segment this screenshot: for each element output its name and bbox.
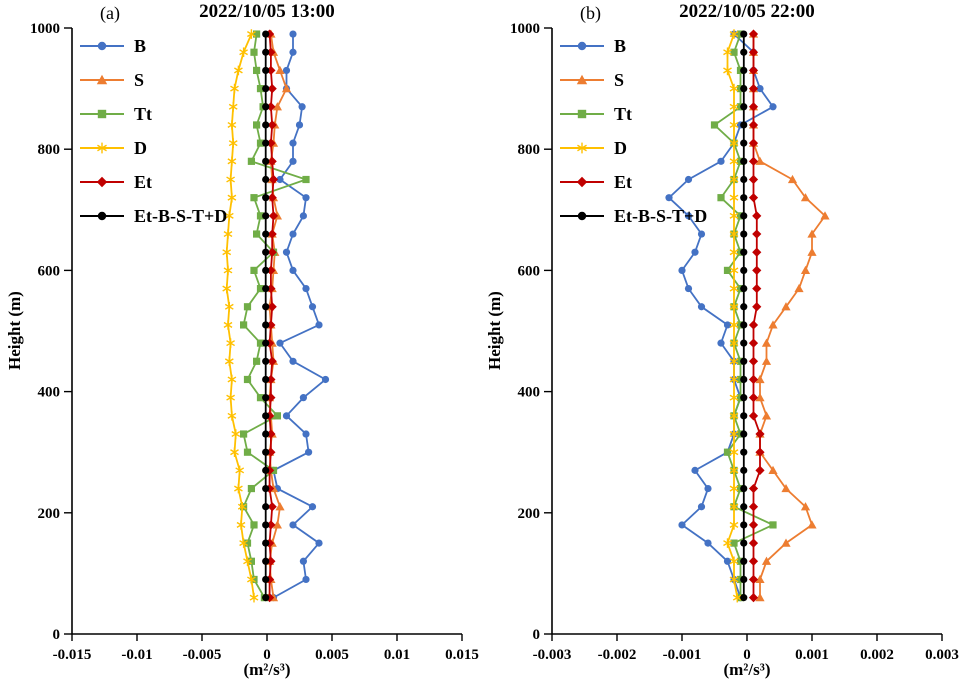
svg-text:-0.002: -0.002 [598,647,637,663]
panel-b-title: 2022/10/05 22:00 [679,1,815,22]
panel-a: (a) 2022/10/05 13:00 Height (m) -0.015 -0… [5,1,479,679]
svg-text:-0.001: -0.001 [663,647,702,663]
series-B [269,30,330,602]
panel-b: (b) 2022/10/05 22:00 Height (m) -0.003 -0… [480,0,960,692]
svg-text:-0.005: -0.005 [183,647,222,663]
svg-text:-0.015: -0.015 [53,647,92,663]
svg-text:800: 800 [38,142,61,158]
panel-a-x-axis-label: (m²/s³) [243,660,291,679]
svg-text:0.005: 0.005 [315,647,349,663]
series-B [665,30,777,602]
legend-label-Et-B-S-T+D: Et-B-S-T+D [614,206,707,226]
panel-a-title: 2022/10/05 13:00 [199,1,335,22]
svg-text:1000: 1000 [510,21,540,37]
svg-text:-0.01: -0.01 [121,647,152,663]
svg-text:200: 200 [518,506,541,522]
panel-b-letter: (b) [580,3,601,23]
svg-text:1000: 1000 [30,21,60,37]
legend-label-D: D [614,138,627,158]
series-S [748,29,830,602]
svg-text:800: 800 [518,142,541,158]
series-Tt [240,30,310,602]
svg-text:600: 600 [518,263,541,279]
series-Et-B-S-T+D [262,30,270,602]
svg-text:0.001: 0.001 [795,647,829,663]
svg-text:0.015: 0.015 [445,647,479,663]
legend-label-B: B [614,36,626,56]
series-Et-B-S-T+D [740,30,748,602]
series-Et [748,29,765,603]
tick-labels: -0.003 -0.002 -0.001 0 0.001 0.002 0.003 0 200 40… [510,21,959,663]
svg-text:0.003: 0.003 [925,647,959,663]
svg-text:600: 600 [38,263,61,279]
legend-label-Et: Et [134,172,152,192]
legend: BS Tt D Et Et-B-S-T+D [560,36,707,226]
panel-b-chart: -0.003 -0.002 -0.001 0 0.001 0.002 0.003 0 200 40… [510,21,959,663]
tick-marks [544,27,943,641]
svg-text:0: 0 [743,647,751,663]
panel-a-letter: (a) [100,3,120,23]
panel-a-chart: -0.015 -0.01 -0.005 0 0.005 0.01 0.015 0 200 400 6… [30,21,479,663]
legend: BS Tt D Et Et-B-S-T+D [80,36,227,226]
legend-label-Tt: Tt [614,104,632,124]
svg-text:200: 200 [38,506,61,522]
legend-label-B: B [134,36,146,56]
legend-label-Et-B-S-T+D: Et-B-S-T+D [134,206,227,226]
svg-text:0: 0 [533,627,541,643]
series-D [222,29,259,603]
series-D [723,29,742,603]
legend-label-Et: Et [614,172,632,192]
svg-text:400: 400 [38,385,61,401]
series-S [265,29,292,602]
svg-text:0: 0 [53,627,61,643]
legend-label-D: D [134,138,147,158]
svg-text:0.002: 0.002 [860,647,894,663]
panel-b-x-axis-label: (m²/s³) [723,660,771,679]
svg-text:0: 0 [263,647,271,663]
legend-label-S: S [614,70,624,90]
svg-text:400: 400 [518,385,541,401]
legend-label-S: S [134,70,144,90]
tick-labels: -0.015 -0.01 -0.005 0 0.005 0.01 0.015 0 200 400 6… [30,21,479,663]
svg-text:-0.003: -0.003 [533,647,572,663]
svg-text:0.01: 0.01 [384,647,410,663]
legend-label-Tt: Tt [134,104,152,124]
tick-marks [64,27,463,641]
